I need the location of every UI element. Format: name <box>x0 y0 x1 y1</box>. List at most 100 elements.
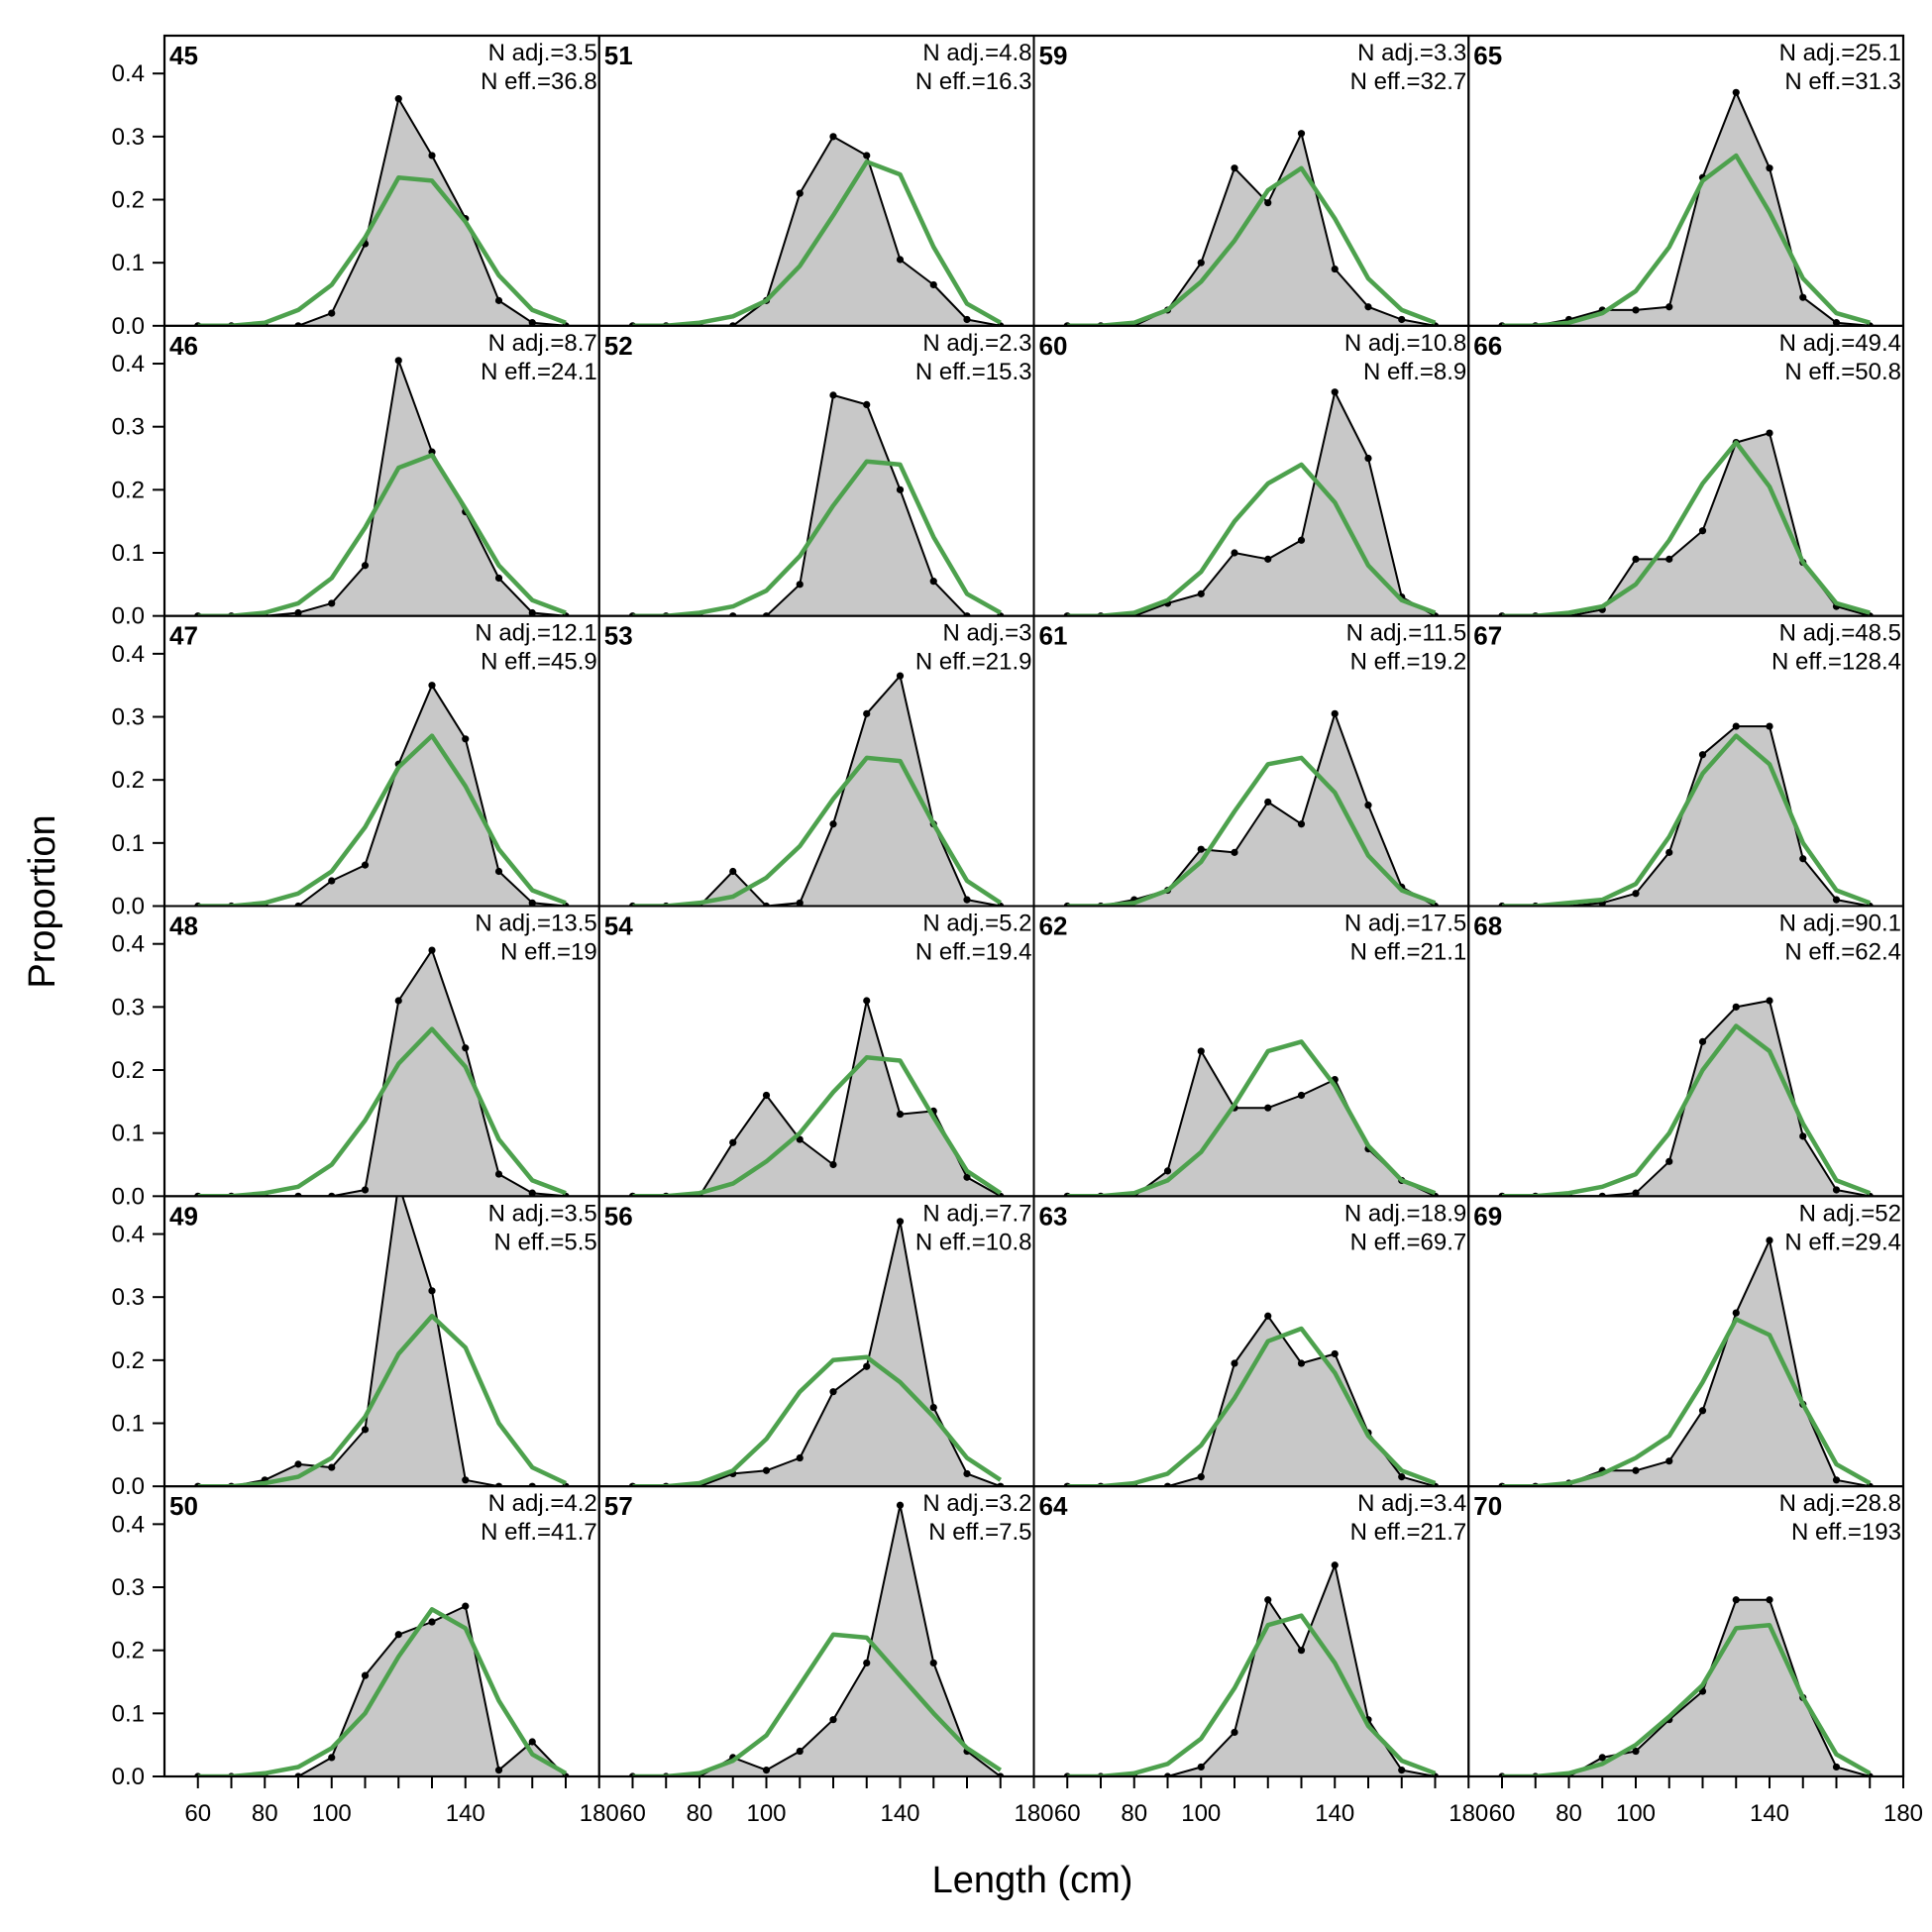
panel-plot-area <box>1498 429 1874 616</box>
observed-point <box>1264 1104 1272 1112</box>
panel-plot-area <box>1063 709 1440 907</box>
observed-point <box>1197 1047 1205 1055</box>
observed-area <box>265 360 566 616</box>
observed-point <box>896 1501 905 1509</box>
y-tick-label: 0.1 <box>112 1700 145 1727</box>
observed-point <box>1331 1561 1339 1569</box>
panel-plot-area <box>1498 1596 1874 1776</box>
observed-point <box>361 1671 370 1679</box>
panel-66: 66 N adj.=49.4N eff.=50.8 <box>1467 324 1904 617</box>
panel-id-label: 63 <box>1039 1201 1068 1231</box>
observed-point <box>462 735 470 743</box>
observed-point <box>1832 1186 1841 1194</box>
x-axis-label: Length (cm) <box>932 1860 1133 1901</box>
observed-point <box>829 1388 837 1396</box>
observed-point <box>1297 820 1306 828</box>
panel-69: 69 N adj.=52N eff.=29.4 <box>1467 1195 1904 1488</box>
observed-line <box>1067 390 1436 616</box>
panel-n-adj: N adj.=25.1 <box>1779 40 1901 66</box>
observed-point <box>328 599 336 607</box>
y-tick-label: 0.0 <box>112 313 145 340</box>
observed-point <box>394 1631 402 1639</box>
observed-area <box>766 394 967 616</box>
y-tick-label: 0.3 <box>112 1574 145 1601</box>
observed-point <box>1766 997 1773 1005</box>
panel-n-eff: N eff.=15.3 <box>915 359 1032 385</box>
observed-point <box>494 296 503 304</box>
expected-line <box>197 1314 567 1487</box>
panel-n-adj: N adj.=13.5 <box>475 911 596 937</box>
observed-point <box>1197 1763 1205 1771</box>
observed-point <box>1732 1003 1740 1011</box>
observed-point <box>1197 1473 1205 1481</box>
expected-line <box>197 453 567 616</box>
x-tick-label: 80 <box>1121 1800 1147 1827</box>
observed-point <box>863 709 871 717</box>
panel-65: 65 N adj.=25.1N eff.=31.3 <box>1467 35 1904 327</box>
y-tick-label: 0.2 <box>112 187 145 214</box>
observed-line <box>632 1504 1002 1776</box>
panel-n-eff: N eff.=21.1 <box>1350 939 1467 966</box>
y-tick-label: 0.3 <box>112 994 145 1020</box>
panel-id-label: 51 <box>604 41 633 70</box>
panel-plot-area <box>1063 388 1440 616</box>
expected-line <box>1502 440 1871 616</box>
observed-point <box>863 1362 871 1370</box>
observed-point <box>528 1189 536 1197</box>
panel-67: 67 N adj.=48.5N eff.=128.4 <box>1467 614 1904 908</box>
observed-point <box>1598 1754 1606 1762</box>
panel-id-label: 46 <box>169 331 198 361</box>
expected-line <box>632 160 1002 326</box>
panel-id-label: 47 <box>169 621 198 651</box>
y-tick-label: 0.4 <box>112 931 145 958</box>
panel-n-eff: N eff.=16.3 <box>915 68 1032 95</box>
panel-id-label: 50 <box>169 1491 198 1521</box>
observed-point <box>929 1659 937 1667</box>
y-tick-label: 0.4 <box>112 641 145 668</box>
x-tick-label: 60 <box>1489 1800 1516 1827</box>
observed-point <box>1665 848 1673 856</box>
observed-point <box>1665 1157 1673 1165</box>
observed-point <box>494 574 503 583</box>
observed-point <box>1264 798 1272 806</box>
observed-point <box>394 997 402 1005</box>
x-tick-label: 100 <box>746 1800 786 1827</box>
observed-point <box>896 485 905 493</box>
panel-n-adj: N adj.=2.3 <box>922 330 1031 357</box>
panel-n-adj: N adj.=49.4 <box>1779 330 1901 357</box>
panel-63: 63 N adj.=18.9N eff.=69.7 <box>1032 1195 1470 1488</box>
panel-id-label: 60 <box>1039 331 1068 361</box>
observed-line <box>1067 1563 1436 1776</box>
observed-point <box>1698 1037 1707 1045</box>
observed-point <box>1766 722 1773 730</box>
panel-n-eff: N eff.=29.4 <box>1784 1229 1901 1255</box>
observed-point <box>863 152 871 160</box>
observed-area <box>1568 433 1871 616</box>
expected-line <box>1502 1023 1872 1197</box>
panel-id-label: 64 <box>1039 1491 1068 1521</box>
observed-area <box>1067 713 1436 907</box>
observed-point <box>1732 88 1740 96</box>
observed-point <box>1766 1236 1773 1244</box>
panel-grid: 45 N adj.=3.5N eff.=36.846 N adj.=8.7N eff… <box>163 35 1904 1777</box>
observed-point <box>863 1659 871 1667</box>
panel-n-adj: N adj.=11.5 <box>1346 620 1467 647</box>
observed-point <box>796 1747 804 1756</box>
panel-n-eff: N eff.=19 <box>500 939 597 966</box>
y-tick-label: 0.0 <box>112 603 145 630</box>
observed-area <box>1133 391 1436 616</box>
observed-point <box>1632 890 1640 898</box>
observed-point <box>1197 590 1205 597</box>
panel-id-label: 57 <box>604 1491 633 1521</box>
observed-point <box>428 1618 436 1626</box>
panel-id-label: 52 <box>604 331 633 361</box>
observed-area <box>197 950 567 1197</box>
panel-n-adj: N adj.=5.2 <box>922 911 1031 937</box>
observed-point <box>328 877 336 885</box>
x-tick-label: 180 <box>1014 1800 1053 1827</box>
observed-point <box>896 1218 905 1226</box>
observed-point <box>361 1426 370 1434</box>
panel-46: 46 N adj.=8.7N eff.=24.1 <box>163 324 600 617</box>
observed-point <box>1665 555 1673 563</box>
panel-plot-area <box>1063 130 1440 326</box>
